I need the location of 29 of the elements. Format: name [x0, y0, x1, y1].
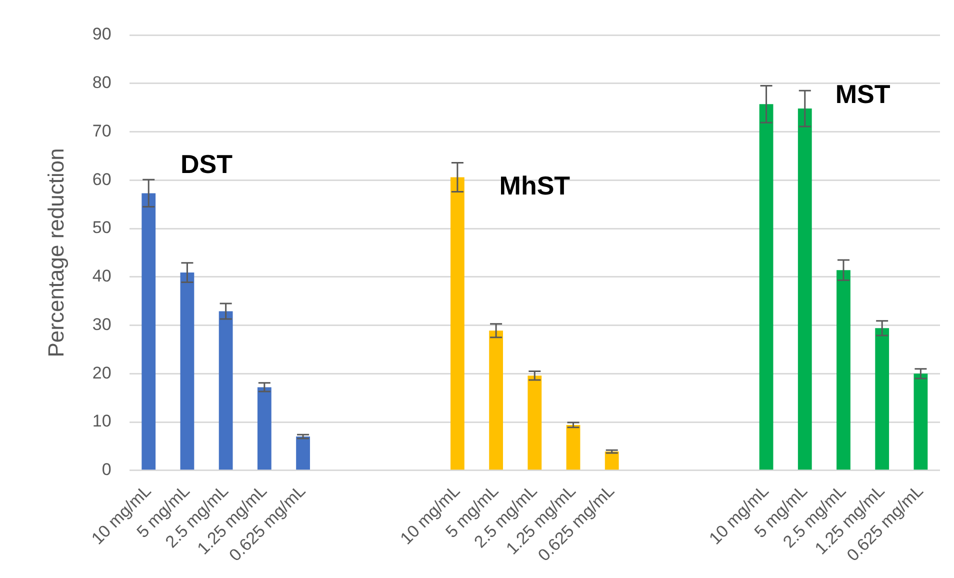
- y-tick-label: 20: [92, 363, 112, 382]
- bar: [759, 104, 774, 470]
- y-tick-label: 60: [92, 170, 112, 189]
- bar: [296, 436, 310, 470]
- bar: [798, 108, 812, 470]
- y-tick-label: 10: [92, 412, 112, 431]
- y-tick-label: 90: [92, 24, 112, 44]
- series-label: MST: [835, 79, 890, 110]
- bar: [875, 328, 890, 470]
- y-tick-label: 30: [92, 314, 112, 334]
- bar: [142, 193, 156, 470]
- bar: [450, 177, 464, 470]
- y-tick-label: 0: [102, 460, 112, 480]
- y-tick-label: 50: [92, 218, 112, 238]
- bar: [218, 311, 233, 470]
- bar: [914, 374, 928, 470]
- y-tick-label: 80: [92, 73, 112, 92]
- y-tick-label: 70: [92, 121, 112, 140]
- bar: [604, 452, 619, 470]
- bar: [528, 376, 542, 470]
- bar: [566, 424, 580, 470]
- bar: [180, 272, 194, 470]
- series-label: DST: [180, 148, 233, 179]
- bar: [489, 330, 503, 470]
- bar: [836, 270, 850, 470]
- series-label: MhST: [499, 170, 570, 201]
- y-axis-title: Percentage reduction: [43, 148, 68, 358]
- bar: [257, 387, 272, 470]
- y-tick-label: 40: [92, 266, 112, 286]
